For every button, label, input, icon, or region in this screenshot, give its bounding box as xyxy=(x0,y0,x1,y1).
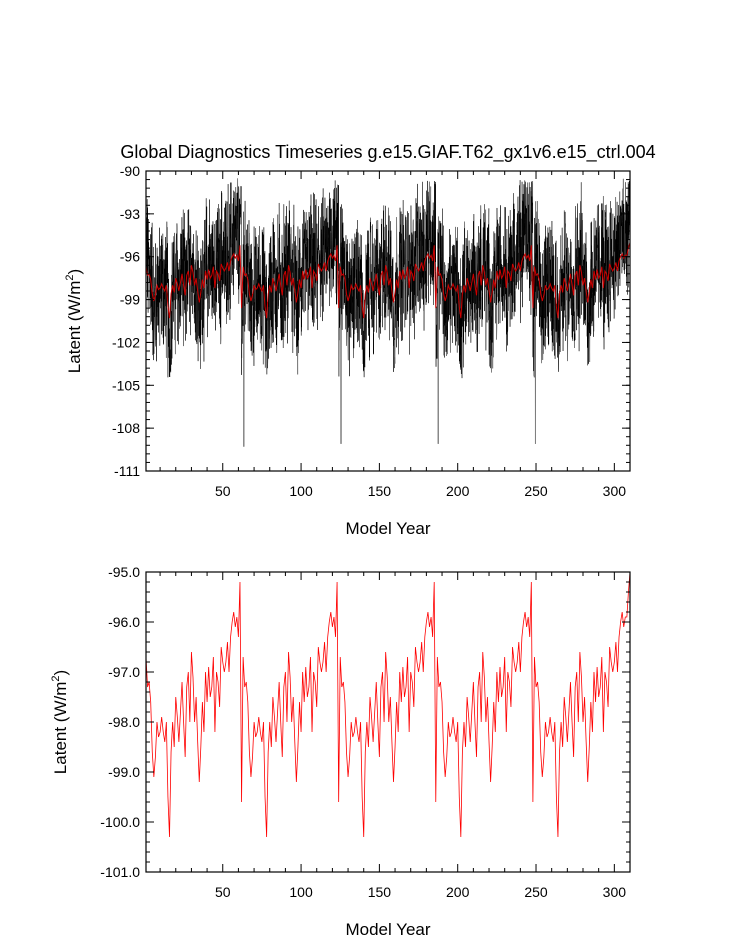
y-tick-label: -108 xyxy=(112,420,140,436)
top-x-axis-label: Model Year xyxy=(345,519,430,538)
top-y-label-main: Latent (W/m xyxy=(65,281,84,374)
y-tick-label: -100.0 xyxy=(100,814,140,830)
y-tick-label: -105 xyxy=(112,377,140,393)
bottom-annual-mean-line xyxy=(145,571,631,838)
x-tick-label: 300 xyxy=(603,884,627,900)
y-tick-label: -99 xyxy=(120,292,140,308)
x-tick-label: 100 xyxy=(289,483,313,499)
top-series xyxy=(145,178,631,447)
x-tick-label: 200 xyxy=(446,884,470,900)
y-tick-label: -90 xyxy=(120,163,140,179)
top-annual-mean-line xyxy=(145,242,631,319)
bottom-y-axis-label: Latent (W/m2) xyxy=(50,670,70,774)
x-tick-label: 150 xyxy=(368,483,392,499)
top-plot-frame xyxy=(145,170,631,472)
y-tick-label: -97.0 xyxy=(108,664,140,680)
x-tick-label: 150 xyxy=(368,884,392,900)
bottom-panel: 50 100 150 200 250 300 -101.0 -100.0 -99.0 -98.0 -… xyxy=(50,564,631,939)
top-y-label-close: ) xyxy=(65,269,84,275)
bottom-ticks: 50 100 150 200 250 300 -101.0 -100.0 -99.0 -98.0 -… xyxy=(100,564,631,900)
x-tick-label: 50 xyxy=(215,483,231,499)
x-tick-label: 50 xyxy=(215,884,231,900)
y-tick-label: -101.0 xyxy=(100,864,140,880)
top-ticks: 50 100 150 200 250 300 -111 -108 -105 -102 -99 -96 -… xyxy=(112,163,631,499)
top-y-label-sup: 2 xyxy=(64,274,76,280)
bottom-y-label-main: Latent (W/m xyxy=(51,682,70,775)
bottom-series xyxy=(145,571,631,838)
x-tick-label: 200 xyxy=(446,483,470,499)
top-panel: Global Diagnostics Timeseries g.e15.GIAF… xyxy=(64,142,656,538)
x-tick-label: 250 xyxy=(524,884,548,900)
y-tick-label: -93 xyxy=(120,206,140,222)
top-y-axis-label: Latent (W/m2) xyxy=(64,269,84,373)
monthly-series-line xyxy=(145,178,631,447)
y-tick-label: -96 xyxy=(120,249,140,265)
bottom-x-axis-label: Model Year xyxy=(345,920,430,939)
y-tick-label: -111 xyxy=(114,463,140,479)
y-tick-label: -102 xyxy=(112,334,140,350)
y-tick-label: -96.0 xyxy=(108,614,140,630)
y-tick-label: -99.0 xyxy=(108,764,140,780)
chart-title: Global Diagnostics Timeseries g.e15.GIAF… xyxy=(120,142,655,163)
x-tick-label: 100 xyxy=(289,884,313,900)
y-tick-label: -95.0 xyxy=(108,564,140,580)
y-tick-label: -98.0 xyxy=(108,714,140,730)
bottom-y-label-close: ) xyxy=(51,670,70,676)
bottom-y-label-sup: 2 xyxy=(50,675,62,681)
x-tick-label: 250 xyxy=(524,483,548,499)
x-tick-label: 300 xyxy=(603,483,627,499)
